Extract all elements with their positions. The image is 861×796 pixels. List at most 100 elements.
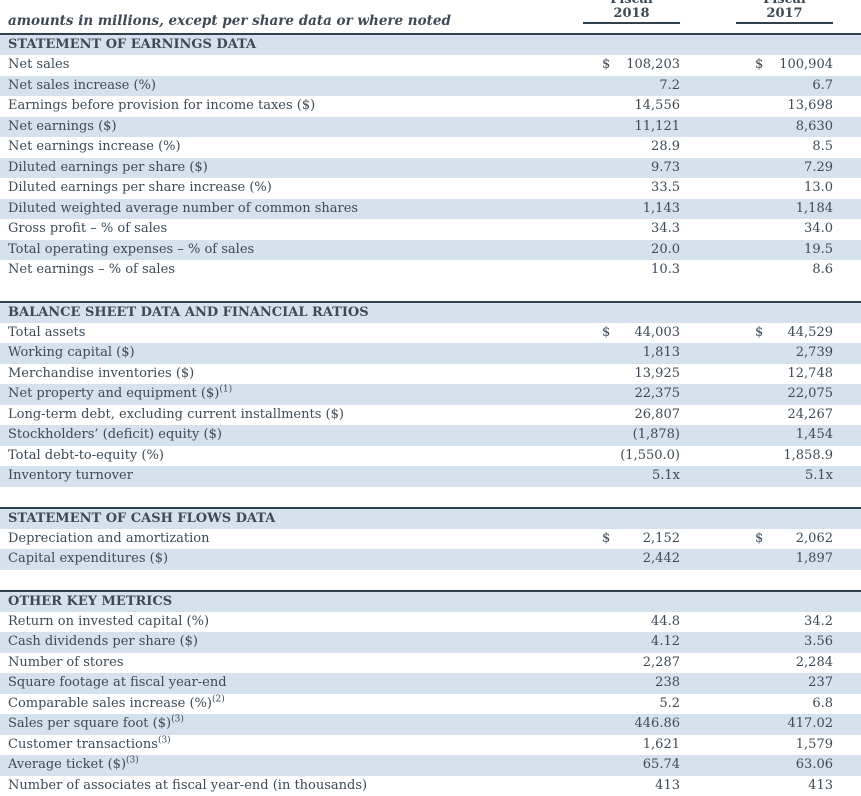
value-fiscal-2018: 1,143 [602,199,680,220]
value: 2,287 [642,654,680,670]
value-fiscal-2017: 7.29 [755,158,833,179]
row-label: Cash dividends per share ($) [8,634,198,649]
value-fiscal-2017: 417.02 [755,714,834,735]
value-fiscal-2017: 8.5 [755,137,833,158]
value: 44,003 [634,324,681,340]
footnote-ref: (3) [171,714,184,725]
value-fiscal-2017: 13,698 [755,96,834,117]
table-row: Total operating expenses – % of sales 20.… [0,239,861,261]
row-label: Comparable sales increase (%)(2) [8,694,225,711]
value: 1,858.9 [783,447,833,463]
table-row: Diluted earnings per share ($) 9.73 7.29 [0,157,861,179]
value-fiscal-2018: 20.0 [602,240,680,261]
value-fiscal-2018: 2,442 [602,549,680,570]
table-row: Square footage at fiscal year-end 238 237 [0,673,861,694]
table-row: Net earnings – % of sales 10.3 8.6 [0,260,861,281]
value: 1,184 [795,200,833,216]
value: 10.3 [651,262,680,277]
table-row: Sales per square foot ($)(3) 446.86 417.02 [0,714,861,735]
value-fiscal-2018: 9.73 [602,158,680,179]
value: 417.02 [787,716,834,731]
value-fiscal-2018: $108,203 [602,55,680,76]
section-gap [0,570,861,590]
footnote-ref: (1) [219,384,233,395]
value-fiscal-2017: 1,454 [755,425,833,446]
table-row: Stockholders’ (deficit) equity ($) (1,878… [0,425,861,446]
table-row: Net earnings ($) 11,121 8,630 [0,116,861,138]
value: 2,284 [795,654,833,670]
value-fiscal-2018: 26,807 [602,405,681,426]
value-fiscal-2018: 33.5 [602,178,680,199]
column-header-fiscal-2017: Fiscal 2017 [736,0,833,24]
value: 7.2 [659,77,680,93]
value-fiscal-2017: 63.06 [755,755,833,776]
section-header: OTHER KEY METRICS [0,589,861,612]
value-fiscal-2017: 2,284 [755,653,833,674]
value-fiscal-2018: 14,556 [602,96,681,117]
row-label: Average ticket ($)(3) [8,755,139,772]
table-row: Diluted weighted average number of commo… [0,198,861,220]
value: 13,698 [787,98,834,113]
value-fiscal-2018: 238 [602,673,680,694]
section-title: BALANCE SHEET DATA AND FINANCIAL RATIOS [8,304,369,320]
value: 5.1x [651,468,680,483]
value: 1,621 [642,736,680,752]
row-label: Total debt-to-equity (%) [8,447,164,463]
value: 33.5 [651,180,680,195]
row-label: Diluted weighted average number of commo… [8,200,359,216]
value-fiscal-2018: 11,121 [602,117,681,138]
value: 34.2 [804,613,833,629]
value: 34.3 [651,221,680,236]
row-label: Net earnings ($) [8,118,117,134]
value: 446.86 [634,716,681,731]
value-fiscal-2017: 1,858.9 [755,446,833,467]
row-label: Net sales increase (%) [8,77,156,93]
value-fiscal-2018: 1,621 [602,735,680,756]
value-fiscal-2017: 19.5 [755,240,833,261]
value-fiscal-2017: 1,897 [755,549,833,570]
value: 9.73 [651,159,680,175]
value: 44.8 [651,613,680,629]
table-row: Inventory turnover 5.1x 5.1x [0,466,861,487]
value-fiscal-2018: (1,878) [602,425,680,446]
row-label: Number of associates at fiscal year-end … [8,777,368,793]
value-fiscal-2017: 24,267 [755,405,834,426]
value: 34.0 [804,221,833,236]
value: (1,878) [632,427,680,442]
row-label: Inventory turnover [8,468,133,483]
table-caption: amounts in millions, except per share da… [8,13,451,29]
value: 5.1x [804,468,833,483]
value-fiscal-2018: 4.12 [602,632,680,653]
row-label: Diluted earnings per share ($) [8,159,208,175]
value-fiscal-2017: 6.8 [755,694,833,715]
value: 63.06 [795,757,833,772]
table-row: Earnings before provision for income tax… [0,96,861,117]
section-header: STATEMENT OF CASH FLOWS DATA [0,506,861,529]
value: 12,748 [787,365,834,381]
row-label: Depreciation and amortization [8,530,210,546]
table-row: Merchandise inventories ($) 13,925 12,748 [0,364,861,385]
value-fiscal-2018: 5.2 [602,694,680,715]
year-label: 2018 [583,7,680,24]
section-header: BALANCE SHEET DATA AND FINANCIAL RATIOS [0,300,861,323]
value-fiscal-2017: 22,075 [755,384,834,405]
value: 3.56 [804,634,833,649]
section-header: STATEMENT OF EARNINGS DATA [0,33,861,55]
section-gap [0,487,861,507]
value: 26,807 [634,406,681,422]
value-fiscal-2017: 1,184 [755,199,833,220]
value-fiscal-2017: 413 [755,776,833,796]
value: 8.6 [812,262,833,277]
row-label: Net property and equipment ($)(1) [8,384,233,401]
footnote-ref: (2) [211,694,225,705]
table-row: Average ticket ($)(3) 65.74 63.06 [0,755,861,776]
value-fiscal-2018: (1,550.0) [602,446,680,467]
value: 8.5 [812,139,833,154]
value: 8,630 [795,118,833,134]
value: 14,556 [634,98,681,113]
value: 1,143 [642,200,680,216]
footnote-ref: (3) [126,755,139,766]
currency-symbol: $ [602,324,611,340]
table-row: Working capital ($) 1,813 2,739 [0,343,861,364]
value: 108,203 [626,57,680,72]
